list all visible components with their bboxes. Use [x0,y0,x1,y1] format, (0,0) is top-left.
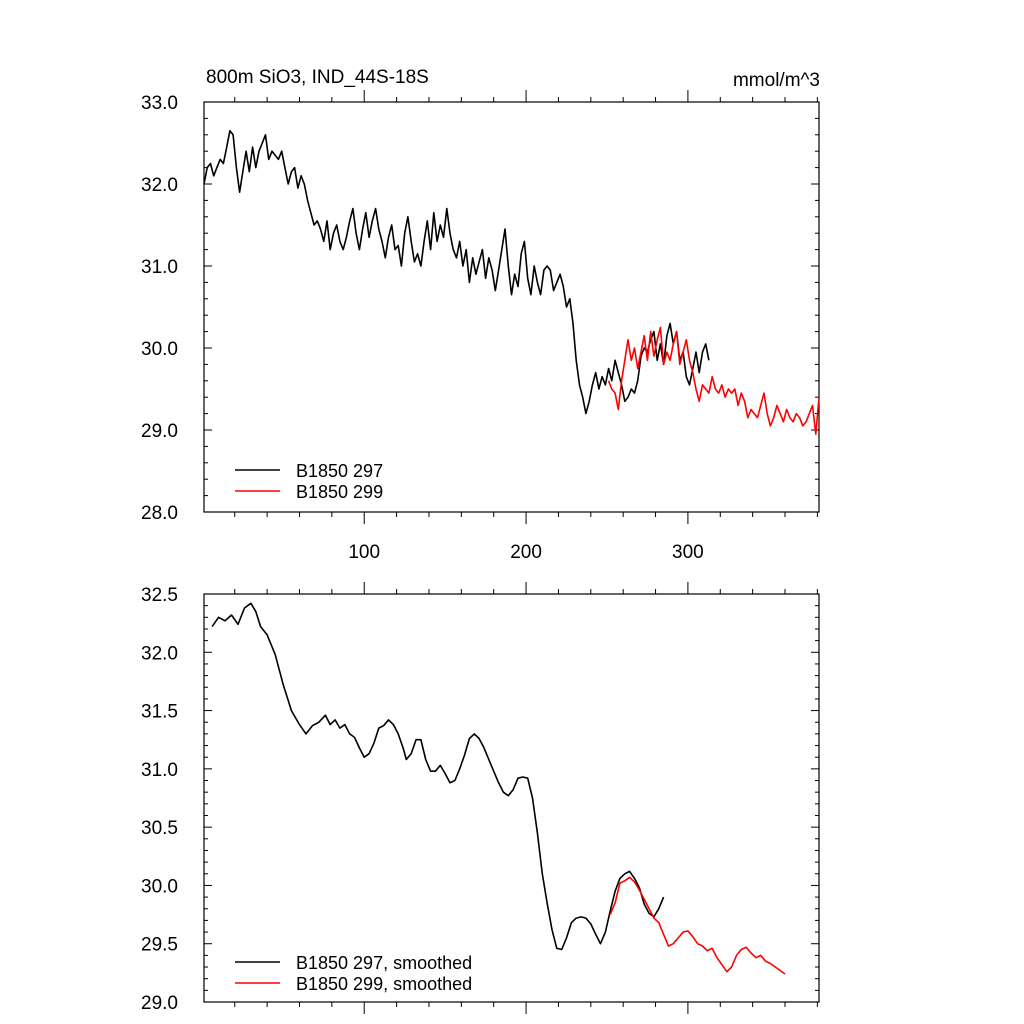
x-tick-label: 100 [348,542,380,563]
bottom-plot-frame [203,593,820,1003]
y-tick-label: 29.5 [141,935,178,956]
bottom-panel: 29.0 29.5 30.0 30.5 31.0 31.5 32.0 32.5 B1850 2… [141,582,820,1014]
series-line-b1850-299-smoothed [609,876,786,975]
y-tick-label: 31.5 [141,702,178,723]
top-legend: B1850 297 B1850 299 [235,461,383,502]
bottom-axis-ticks: 29.0 29.5 30.0 30.5 31.0 31.5 32.0 32.5 [141,582,819,1014]
legend-label-b1850-297: B1850 297 [296,461,383,481]
legend-label-b1850-299: B1850 299 [296,482,383,502]
y-tick-label: 30.0 [141,876,178,897]
y-tick-label: 30.5 [141,818,178,839]
y-tick-label: 31.0 [141,257,178,278]
bottom-series-group [211,602,786,975]
units-label: mmol/m^3 [733,70,820,91]
series-line-b1850-297 [203,129,710,415]
top-plot-frame [203,101,820,513]
y-tick-label: 29.0 [141,993,178,1014]
x-tick-label: 300 [672,542,704,563]
top-axis-ticks: 28.0 29.0 30.0 31.0 32.0 33.0 100 200 300 [141,90,819,563]
x-tick-label: 200 [510,542,542,563]
series-line-b1850-299 [607,326,820,435]
y-tick-label: 28.0 [141,503,178,524]
legend-label-b1850-297-smoothed: B1850 297, smoothed [296,953,472,973]
bottom-legend: B1850 297, smoothed B1850 299, smoothed [235,953,472,994]
y-tick-label: 31.0 [141,760,178,781]
y-tick-label: 32.0 [141,175,178,196]
y-tick-label: 29.0 [141,421,178,442]
y-tick-label: 33.0 [141,93,178,114]
top-panel: 800m SiO3, IND_44S-18S mmol/m^3 28.0 29.0… [141,67,820,563]
chart-title: 800m SiO3, IND_44S-18S [206,67,429,88]
top-series-group [203,129,820,435]
y-tick-label: 30.0 [141,339,178,360]
y-tick-label: 32.0 [141,643,178,664]
series-line-b1850-297-smoothed [211,602,665,951]
legend-label-b1850-299-smoothed: B1850 299, smoothed [296,974,472,994]
y-tick-label: 32.5 [141,585,178,606]
